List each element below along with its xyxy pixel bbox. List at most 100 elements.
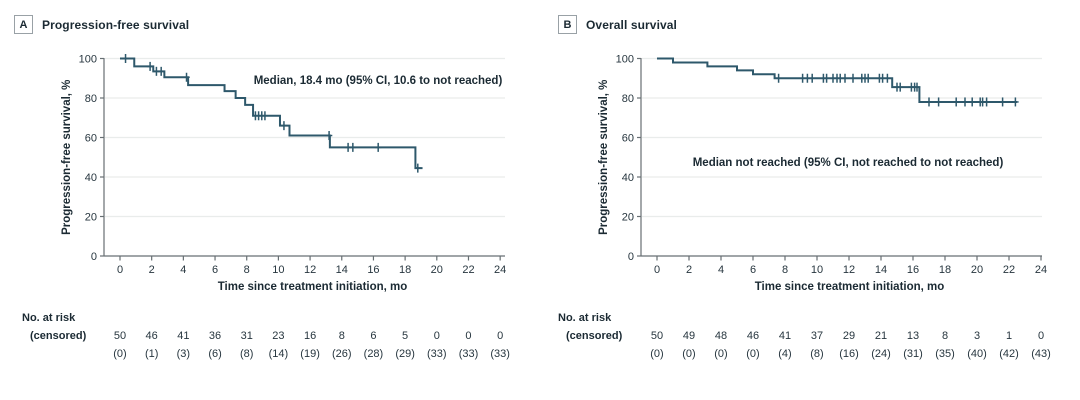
risk-censored-value: (35) <box>935 348 955 360</box>
x-tick-label-0: 0 <box>117 264 123 276</box>
risk-censored-value: (4) <box>778 348 791 360</box>
x-tick-label-10: 10 <box>272 264 284 276</box>
risk-at-risk-value: 50 <box>651 330 663 342</box>
x-tick-label-18: 18 <box>399 264 411 276</box>
risk-censored-value: (16) <box>839 348 859 360</box>
panel-a-label-box: A <box>14 15 33 34</box>
y-axis-title: Progression-free survival, % <box>61 80 73 235</box>
panel-a-header: A Progression-free survival <box>14 15 189 34</box>
risk-censored-value: (33) <box>490 348 510 360</box>
risk-at-risk-value: 13 <box>907 330 919 342</box>
risk-at-risk-value: 49 <box>683 330 695 342</box>
y-tick-label-20: 20 <box>85 212 97 224</box>
risk-censored-value: (3) <box>177 348 190 360</box>
risk-censored-value: (43) <box>1031 348 1051 360</box>
x-axis-title: Time since treatment initiation, mo <box>218 281 408 293</box>
panel-a-title: Progression-free survival <box>42 17 190 32</box>
y-tick-label-60: 60 <box>85 133 97 145</box>
median-annotation: Median not reached (95% CI, not reached … <box>693 157 1004 169</box>
x-tick-label-22: 22 <box>1003 264 1015 276</box>
risk-censored-value: (42) <box>999 348 1019 360</box>
risk-table-label: No. at risk <box>558 312 612 324</box>
y-tick-label-100: 100 <box>79 54 97 66</box>
risk-censored-value: (19) <box>300 348 320 360</box>
median-annotation: Median, 18.4 mo (95% CI, 10.6 to not rea… <box>254 75 503 87</box>
x-tick-label-22: 22 <box>462 264 474 276</box>
x-tick-label-6: 6 <box>750 264 756 276</box>
risk-censored-value: (0) <box>714 348 727 360</box>
x-tick-label-20: 20 <box>971 264 983 276</box>
risk-at-risk-value: 6 <box>370 330 376 342</box>
y-axis-title: Progression-free survival, % <box>598 80 610 235</box>
x-tick-label-4: 4 <box>718 264 724 276</box>
x-tick-label-14: 14 <box>336 264 348 276</box>
risk-censored-value: (0) <box>650 348 663 360</box>
risk-censored-value: (0) <box>746 348 759 360</box>
risk-censored-value: (24) <box>871 348 891 360</box>
risk-at-risk-value: 36 <box>209 330 221 342</box>
risk-censored-value: (14) <box>269 348 289 360</box>
risk-at-risk-value: 3 <box>974 330 980 342</box>
risk-at-risk-value: 48 <box>715 330 727 342</box>
y-tick-label-60: 60 <box>622 133 634 145</box>
risk-at-risk-value: 1 <box>1006 330 1012 342</box>
risk-censored-value: (26) <box>332 348 352 360</box>
risk-censored-value: (33) <box>427 348 447 360</box>
risk-table-label: No. at risk <box>22 312 76 324</box>
x-tick-label-12: 12 <box>843 264 855 276</box>
y-tick-label-0: 0 <box>628 251 634 263</box>
y-tick-label-100: 100 <box>616 54 634 66</box>
y-tick-label-40: 40 <box>85 172 97 184</box>
risk-at-risk-value: 29 <box>843 330 855 342</box>
panel-b-header: B Overall survival <box>558 15 677 34</box>
risk-at-risk-value: 21 <box>875 330 887 342</box>
x-tick-label-4: 4 <box>180 264 186 276</box>
x-tick-label-8: 8 <box>244 264 250 276</box>
risk-at-risk-value: 16 <box>304 330 316 342</box>
risk-censored-value: (0) <box>682 348 695 360</box>
panel-b-label: B <box>563 18 572 31</box>
y-tick-label-40: 40 <box>622 172 634 184</box>
risk-censored-value: (8) <box>810 348 823 360</box>
panel-a-label: A <box>19 18 28 31</box>
risk-table-censored-label: (censored) <box>566 330 623 342</box>
risk-at-risk-value: 0 <box>497 330 503 342</box>
risk-at-risk-value: 0 <box>434 330 440 342</box>
risk-at-risk-value: 41 <box>779 330 791 342</box>
risk-table-censored-label: (censored) <box>30 330 87 342</box>
risk-at-risk-value: 46 <box>747 330 759 342</box>
risk-censored-value: (28) <box>364 348 384 360</box>
risk-censored-value: (6) <box>208 348 221 360</box>
risk-censored-value: (8) <box>240 348 253 360</box>
x-axis-title: Time since treatment initiation, mo <box>755 281 945 293</box>
x-tick-label-24: 24 <box>494 264 506 276</box>
risk-at-risk-value: 5 <box>402 330 408 342</box>
x-tick-label-2: 2 <box>686 264 692 276</box>
y-tick-label-80: 80 <box>85 93 97 105</box>
risk-censored-value: (0) <box>113 348 126 360</box>
panel-b-title: Overall survival <box>586 17 677 32</box>
x-tick-label-20: 20 <box>431 264 443 276</box>
x-tick-label-14: 14 <box>875 264 887 276</box>
risk-at-risk-value: 0 <box>1038 330 1044 342</box>
risk-censored-value: (40) <box>967 348 987 360</box>
risk-at-risk-value: 23 <box>272 330 284 342</box>
risk-at-risk-value: 46 <box>146 330 158 342</box>
x-tick-label-18: 18 <box>939 264 951 276</box>
risk-at-risk-value: 41 <box>177 330 189 342</box>
x-tick-label-0: 0 <box>654 264 660 276</box>
risk-at-risk-value: 50 <box>114 330 126 342</box>
risk-censored-value: (29) <box>395 348 415 360</box>
risk-at-risk-value: 8 <box>942 330 948 342</box>
risk-at-risk-value: 0 <box>465 330 471 342</box>
x-tick-label-10: 10 <box>811 264 823 276</box>
x-tick-label-2: 2 <box>149 264 155 276</box>
panel-overall-survival: B Overall survival 0 20 40 60 80 100 0 2 4 6 8 10 12… <box>540 0 1080 400</box>
x-tick-label-16: 16 <box>907 264 919 276</box>
panel-progression-free-survival: A Progression-free survival 0 20 40 60 80 100… <box>14 15 510 361</box>
panel-b-label-box: B <box>558 15 577 34</box>
y-tick-label-0: 0 <box>91 251 97 263</box>
x-tick-label-16: 16 <box>367 264 379 276</box>
